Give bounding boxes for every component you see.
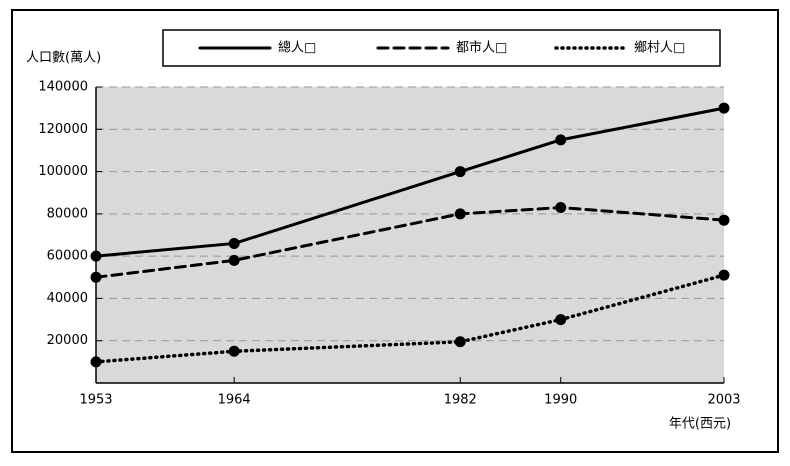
frame — [11, 9, 779, 453]
y-tick-label: 80000 — [47, 206, 88, 221]
x-tick-label: 2003 — [707, 393, 740, 408]
data-point — [555, 134, 567, 146]
data-point — [555, 314, 567, 326]
data-point — [454, 166, 466, 178]
y-axis-label: 人口數(萬人) — [26, 51, 101, 66]
data-point — [90, 271, 102, 283]
data-point — [228, 254, 240, 266]
data-point — [718, 269, 730, 281]
y-tick-label: 120000 — [38, 122, 88, 137]
data-point — [555, 202, 567, 214]
data-point — [90, 250, 102, 262]
y-tick-label: 140000 — [38, 80, 88, 95]
legend-label: 總人□ — [278, 40, 316, 56]
x-tick-label: 1990 — [544, 393, 577, 408]
y-tick-label: 60000 — [47, 249, 88, 264]
data-point — [228, 237, 240, 249]
y-tick-label: 20000 — [47, 333, 88, 348]
y-tick-label: 40000 — [47, 291, 88, 306]
data-point — [454, 336, 466, 348]
plot-area — [96, 87, 724, 383]
data-point — [718, 214, 730, 226]
x-tick-label: 1953 — [79, 393, 112, 408]
x-axis-label: 年代(西元) — [669, 417, 731, 432]
data-point — [454, 208, 466, 220]
x-tick-label: 1964 — [218, 393, 251, 408]
x-tick-label: 1982 — [444, 393, 477, 408]
legend-label: 鄉村人□ — [634, 40, 685, 56]
data-point — [718, 102, 730, 114]
y-tick-label: 100000 — [38, 164, 88, 179]
data-point — [228, 345, 240, 357]
legend-label: 都市人□ — [456, 40, 507, 56]
data-point — [90, 356, 102, 368]
